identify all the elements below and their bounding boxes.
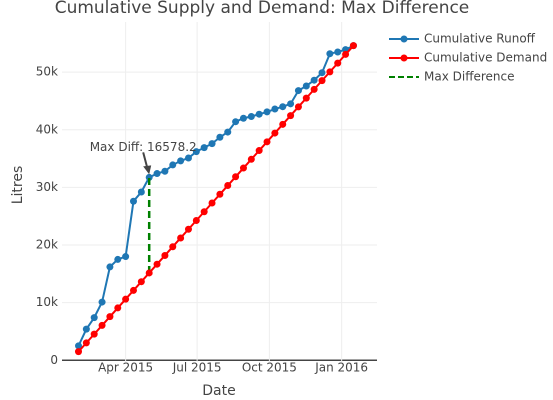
point <box>255 110 263 118</box>
y-tick-label: 10k <box>36 295 58 309</box>
point <box>271 129 279 137</box>
point <box>318 69 326 77</box>
point <box>255 147 263 155</box>
point <box>216 133 224 141</box>
point <box>114 304 122 312</box>
point <box>247 155 255 163</box>
point <box>208 140 216 148</box>
point <box>106 313 114 321</box>
point <box>106 263 114 271</box>
point <box>287 100 295 108</box>
point <box>200 144 208 152</box>
y-tick-label: 0 <box>50 353 58 367</box>
point <box>310 76 318 84</box>
point <box>90 330 98 338</box>
legend-marker <box>400 35 408 43</box>
x-tick-label: Jul 2015 <box>172 361 222 375</box>
y-tick-label: 20k <box>36 238 58 252</box>
point <box>184 225 192 233</box>
annotation: Max Diff: 16578.2 <box>90 140 197 154</box>
point <box>192 148 200 156</box>
point <box>145 269 153 277</box>
point <box>153 260 161 268</box>
point <box>145 173 153 181</box>
point <box>294 87 302 95</box>
point <box>310 85 318 93</box>
point <box>279 120 287 128</box>
point <box>326 50 334 58</box>
point <box>287 112 295 120</box>
point <box>232 118 240 126</box>
point <box>294 103 302 111</box>
point <box>74 348 82 356</box>
point <box>326 68 334 76</box>
point <box>263 108 271 116</box>
legend-marker <box>400 54 408 62</box>
point <box>232 173 240 181</box>
annotation-arrowhead <box>143 165 152 175</box>
x-tick-label: Apr 2015 <box>98 361 153 375</box>
point <box>90 314 98 322</box>
y-axis-title: Litres <box>10 166 26 205</box>
point <box>302 82 310 90</box>
legend-label: Cumulative Runoff <box>424 32 536 46</box>
point <box>161 167 169 175</box>
point <box>129 286 137 294</box>
point <box>114 255 122 263</box>
x-axis-title: Date <box>202 383 235 399</box>
point <box>98 298 106 306</box>
point <box>122 253 130 261</box>
point <box>161 251 169 259</box>
chart-title: Cumulative Supply and Demand: Max Differ… <box>55 0 470 18</box>
point <box>334 59 342 67</box>
point <box>279 103 287 111</box>
y-tick-label: 40k <box>36 122 58 136</box>
y-tick-label: 50k <box>36 65 58 79</box>
point <box>302 94 310 102</box>
legend-label: Cumulative Demand <box>424 51 547 65</box>
point <box>224 182 232 190</box>
point <box>122 295 130 303</box>
point <box>200 208 208 216</box>
point <box>153 170 161 178</box>
point <box>169 243 177 251</box>
point <box>98 321 106 329</box>
point <box>342 50 350 58</box>
point <box>192 216 200 224</box>
point <box>177 234 185 242</box>
point <box>177 157 185 165</box>
point <box>184 154 192 162</box>
point <box>247 113 255 121</box>
point <box>208 199 216 207</box>
point <box>137 278 145 286</box>
x-tick-label: Jan 2016 <box>314 361 368 375</box>
point <box>82 339 90 347</box>
point <box>129 197 137 205</box>
point <box>239 164 247 172</box>
point <box>169 161 177 169</box>
x-tick-label: Oct 2015 <box>242 361 297 375</box>
point <box>224 128 232 136</box>
point <box>263 138 271 146</box>
point <box>239 114 247 122</box>
point <box>334 48 342 56</box>
point <box>271 105 279 113</box>
point <box>216 190 224 198</box>
point <box>349 42 357 50</box>
y-tick-label: 30k <box>36 180 58 194</box>
legend-label: Max Difference <box>424 70 515 84</box>
point <box>137 188 145 196</box>
point <box>82 325 90 333</box>
point <box>318 77 326 85</box>
point <box>74 342 82 350</box>
